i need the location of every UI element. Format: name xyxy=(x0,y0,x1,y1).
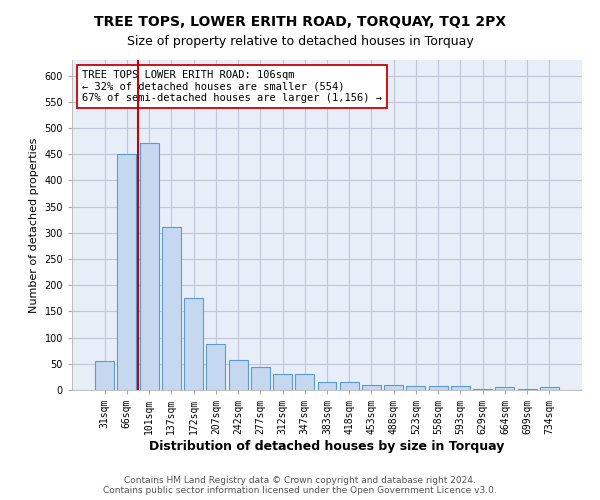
Text: TREE TOPS LOWER ERITH ROAD: 106sqm
← 32% of detached houses are smaller (554)
67: TREE TOPS LOWER ERITH ROAD: 106sqm ← 32%… xyxy=(82,70,382,103)
Text: Contains HM Land Registry data © Crown copyright and database right 2024.
Contai: Contains HM Land Registry data © Crown c… xyxy=(103,476,497,495)
Bar xyxy=(140,143,158,390)
Bar xyxy=(406,386,425,390)
Text: TREE TOPS, LOWER ERITH ROAD, TORQUAY, TQ1 2PX: TREE TOPS, LOWER ERITH ROAD, TORQUAY, TQ… xyxy=(94,15,506,29)
Bar xyxy=(162,227,181,390)
Bar xyxy=(317,382,337,390)
Bar xyxy=(451,386,470,390)
Bar xyxy=(429,386,448,390)
Bar xyxy=(295,374,314,390)
Bar xyxy=(540,388,559,390)
Bar xyxy=(251,368,270,390)
Bar xyxy=(118,154,136,390)
X-axis label: Distribution of detached houses by size in Torquay: Distribution of detached houses by size … xyxy=(149,440,505,453)
Bar xyxy=(384,385,403,390)
Text: Size of property relative to detached houses in Torquay: Size of property relative to detached ho… xyxy=(127,35,473,48)
Bar xyxy=(95,361,114,390)
Bar xyxy=(184,298,203,390)
Bar xyxy=(206,344,225,390)
Bar xyxy=(496,388,514,390)
Y-axis label: Number of detached properties: Number of detached properties xyxy=(29,138,39,312)
Bar xyxy=(362,385,381,390)
Bar xyxy=(340,382,359,390)
Bar xyxy=(273,374,292,390)
Bar xyxy=(229,360,248,390)
